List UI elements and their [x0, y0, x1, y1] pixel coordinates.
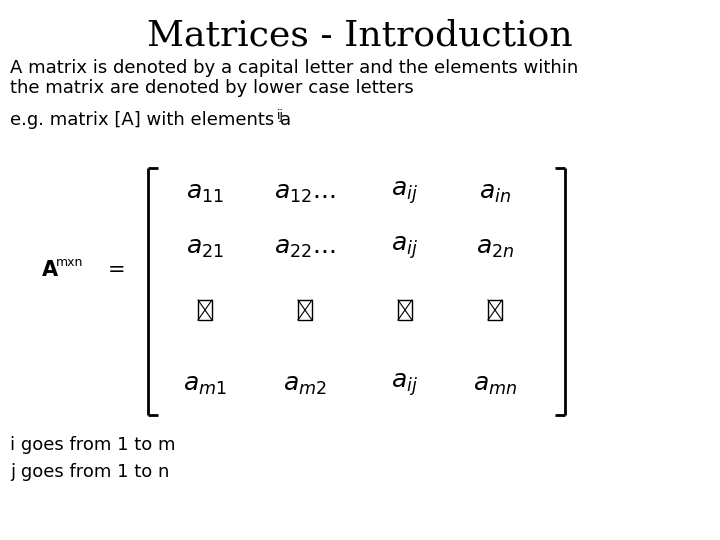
Text: e.g. matrix [A] with elements a: e.g. matrix [A] with elements a: [10, 111, 291, 129]
Text: mxn: mxn: [56, 256, 84, 269]
Text: A matrix is denoted by a capital letter and the elements within: A matrix is denoted by a capital letter …: [10, 59, 578, 77]
Text: $a_{2n}$: $a_{2n}$: [476, 236, 514, 260]
Text: $a_{11}$: $a_{11}$: [186, 181, 224, 205]
Text: i goes from 1 to m: i goes from 1 to m: [10, 436, 176, 454]
Text: $a_{m1}$: $a_{m1}$: [183, 373, 227, 397]
Text: the matrix are denoted by lower case letters: the matrix are denoted by lower case let…: [10, 79, 414, 97]
Text: $a_{22}$...: $a_{22}$...: [274, 236, 336, 260]
Text: =: =: [108, 260, 125, 280]
Text: j goes from 1 to n: j goes from 1 to n: [10, 463, 169, 481]
Text: $a_{21}$: $a_{21}$: [186, 236, 224, 260]
Bar: [298, 300, 312, 320]
Text: ij: ij: [277, 109, 284, 122]
Bar: [488, 300, 502, 320]
Text: $a_{ij}$: $a_{ij}$: [392, 372, 418, 399]
Text: A: A: [42, 260, 58, 280]
Text: $a_{12}$...: $a_{12}$...: [274, 181, 336, 205]
Text: $a_{in}$: $a_{in}$: [479, 181, 511, 205]
Text: $a_{mn}$: $a_{mn}$: [473, 373, 517, 397]
Text: $a_{ij}$: $a_{ij}$: [392, 180, 418, 206]
Text: $a_{m2}$: $a_{m2}$: [283, 373, 327, 397]
Bar: [198, 300, 212, 320]
Bar: [398, 300, 412, 320]
Text: $a_{ij}$: $a_{ij}$: [392, 235, 418, 261]
Text: Matrices - Introduction: Matrices - Introduction: [147, 18, 573, 52]
